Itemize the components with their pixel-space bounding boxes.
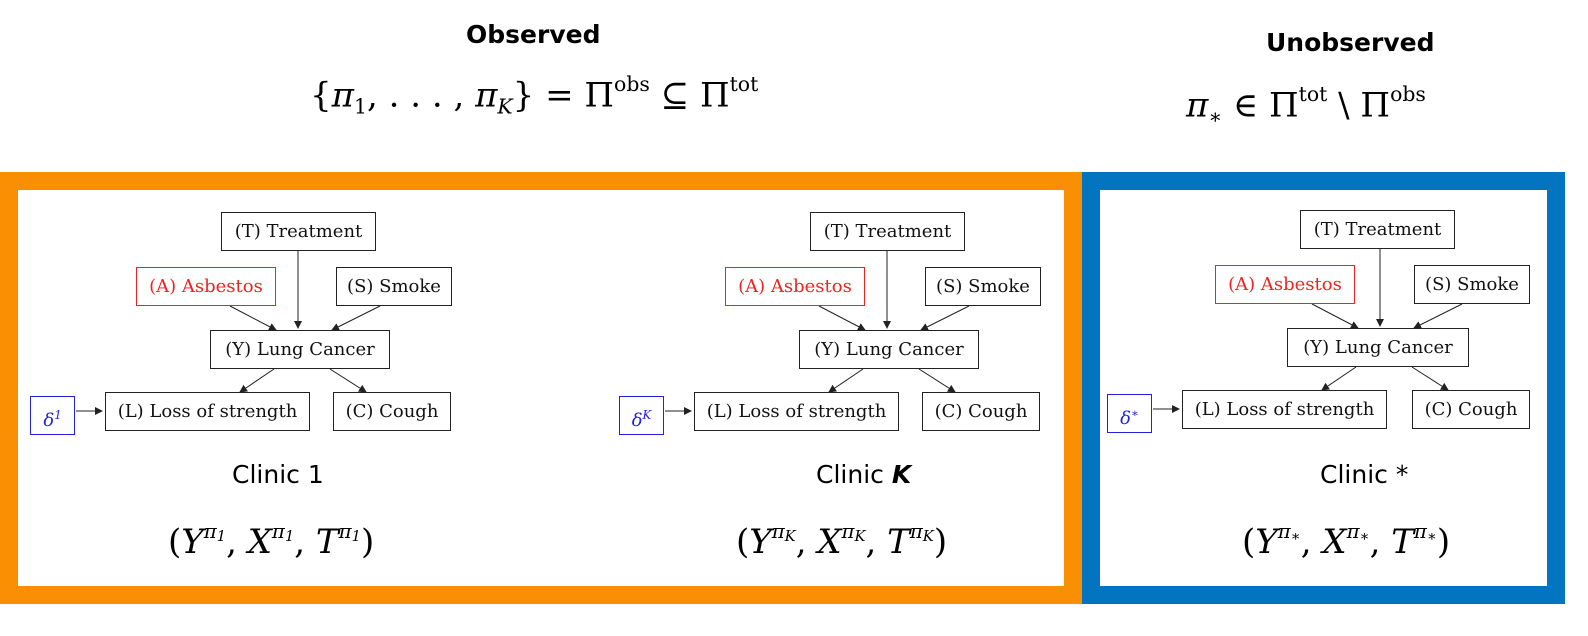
treatment-node: (T) Treatment — [1300, 210, 1455, 249]
clinic-k-edges — [665, 250, 970, 415]
unobserved-heading: Unobserved — [1266, 28, 1435, 57]
clinic-star-label: Clinic * — [1320, 460, 1409, 489]
clinic-k-label: Clinic K — [816, 460, 912, 489]
loss-of-strength-node: (L) Loss of strength — [694, 392, 899, 431]
delta-node: δ1 — [30, 396, 75, 435]
lung-cancer-node: (Y) Lung Cancer — [1287, 328, 1469, 367]
asbestos-node: (A) Asbestos — [136, 267, 276, 306]
clinic-star-tuple: (Yπ∗, Xπ∗, Tπ∗) — [1242, 520, 1451, 562]
cough-node: (C) Cough — [333, 392, 451, 431]
clinic-k-tuple: (YπK, XπK, TπK) — [736, 520, 948, 562]
loss-of-strength-node: (L) Loss of strength — [1182, 390, 1387, 429]
lung-cancer-node: (Y) Lung Cancer — [799, 330, 979, 369]
smoke-node: (S) Smoke — [1414, 265, 1530, 304]
clinic-1-graph: (T) Treatment (A) Asbestos (S) Smoke (Y)… — [30, 208, 452, 608]
clinic-1-label: Clinic 1 — [232, 460, 324, 489]
smoke-node: (S) Smoke — [336, 267, 452, 306]
clinic-star-graph: (T) Treatment (A) Asbestos (S) Smoke (Y)… — [1107, 206, 1530, 606]
treatment-node: (T) Treatment — [810, 212, 965, 251]
clinic-star-edges — [1153, 248, 1463, 413]
unobserved-set-formula: π∗ ∈ Πtot \ Πobs — [1186, 82, 1426, 129]
treatment-node: (T) Treatment — [221, 212, 376, 251]
cough-node: (C) Cough — [1412, 390, 1530, 429]
delta-node: δ∗ — [1107, 394, 1152, 433]
delta-node: δK — [619, 396, 664, 435]
clinic-1-edges — [76, 250, 381, 415]
observed-set-formula: {π1, . . . , πK} = Πobs ⊆ Πtot — [310, 72, 759, 119]
loss-of-strength-node: (L) Loss of strength — [105, 392, 310, 431]
smoke-node: (S) Smoke — [925, 267, 1041, 306]
cough-node: (C) Cough — [922, 392, 1040, 431]
asbestos-node: (A) Asbestos — [1215, 265, 1355, 304]
lung-cancer-node: (Y) Lung Cancer — [210, 330, 390, 369]
clinic-k-graph: (T) Treatment (A) Asbestos (S) Smoke (Y)… — [619, 208, 1041, 608]
observed-heading: Observed — [466, 20, 601, 49]
clinic-1-tuple: (Yπ1, Xπ1, Tπ1) — [168, 520, 375, 562]
asbestos-node: (A) Asbestos — [725, 267, 865, 306]
